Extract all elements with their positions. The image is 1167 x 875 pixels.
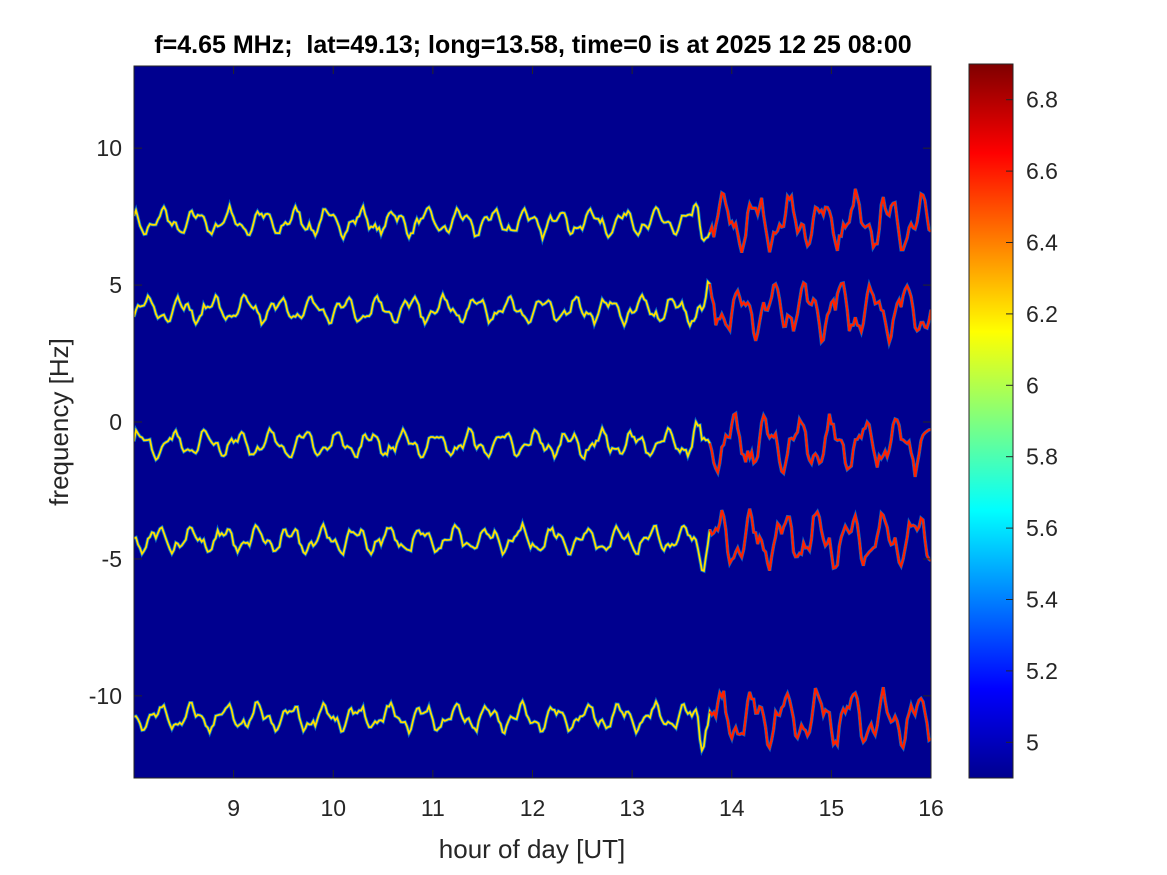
- colorbar-tick-label: 5.8: [1026, 444, 1058, 470]
- x-tick-label: 14: [719, 795, 745, 821]
- x-axis-ticks: 9 10 11 12 13 14 15 16: [227, 66, 944, 821]
- x-axis-label: hour of day [UT]: [439, 834, 625, 864]
- x-tick-label: 16: [918, 795, 944, 821]
- spectral-traces: [134, 188, 931, 757]
- colorbar-tick-label: 6.2: [1026, 301, 1058, 327]
- chart-title: f=4.65 MHz; lat=49.13; long=13.58, time=…: [154, 31, 911, 59]
- colorbar-tick-label: 5.4: [1026, 587, 1058, 613]
- colorbar: [968, 63, 1014, 779]
- plot-background: [134, 66, 931, 778]
- colorbar-tick-label: 6.4: [1026, 230, 1058, 256]
- x-tick-label: 15: [819, 795, 845, 821]
- colorbar-tick-label: 5.6: [1026, 515, 1058, 541]
- y-tick-label: 5: [109, 272, 122, 298]
- trace-hot-segment: [708, 281, 931, 347]
- x-tick-label: 12: [520, 795, 546, 821]
- colorbar-ticks: 5 5.2 5.4 5.6 5.8 6 6.2 6.4 6.6 6.8: [1006, 87, 1058, 755]
- y-tick-label: -10: [89, 683, 122, 709]
- colorbar-tick-label: 5.2: [1026, 658, 1058, 684]
- x-tick-label: 13: [619, 795, 645, 821]
- trace-hot-segment: [708, 411, 931, 478]
- x-tick-label: 10: [320, 795, 346, 821]
- y-tick-label: 0: [109, 409, 122, 435]
- trace-hot-segment: [708, 188, 931, 253]
- x-tick-label: 9: [227, 795, 240, 821]
- y-tick-label: -5: [102, 546, 122, 572]
- trace-hot-segment: [708, 687, 931, 751]
- colorbar-tick-label: 6.8: [1026, 87, 1058, 113]
- y-axis-label: frequency [Hz]: [44, 338, 74, 506]
- y-tick-label: 10: [96, 135, 122, 161]
- colorbar-tick-label: 6: [1026, 372, 1039, 398]
- x-tick-label: 11: [421, 795, 445, 821]
- y-axis-ticks: -10 -5 0 5 10: [89, 135, 931, 709]
- trace-hot-segment: [708, 508, 931, 571]
- colorbar-tick-label: 5: [1026, 729, 1039, 755]
- colorbar-tick-label: 6.6: [1026, 158, 1058, 184]
